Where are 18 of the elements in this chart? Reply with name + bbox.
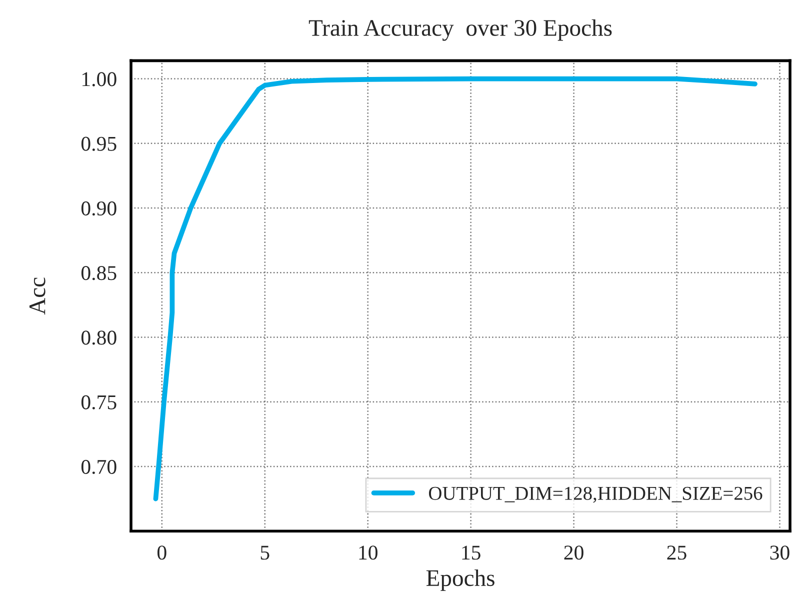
y-tick-label: 0.85 <box>81 266 116 280</box>
y-tick-label: 0.75 <box>81 395 116 410</box>
chart-title: Train Accuracy over 30 Epochs <box>308 19 612 41</box>
x-axis-title: Epochs <box>426 569 494 591</box>
x-tick-label: 15 <box>462 546 480 560</box>
y-tick-label: 1.00 <box>82 72 116 86</box>
x-tick-label: 10 <box>359 546 378 560</box>
x-tick-label: 20 <box>564 546 584 560</box>
y-tick-label: 0.90 <box>81 201 116 216</box>
x-tick-label: 5 <box>260 546 270 560</box>
x-tick-label: 30 <box>770 546 790 560</box>
y-tick-label: 0.70 <box>81 460 116 474</box>
legend-label: OUTPUT_DIM=128,HIDDEN_SIZE=256 <box>428 486 762 503</box>
x-tick-label: 0 <box>157 546 166 560</box>
y-tick-label: 0.95 <box>81 136 116 151</box>
x-tick-label: 25 <box>667 546 686 560</box>
y-tick-label: 0.80 <box>81 330 116 345</box>
y-axis-title: Acc <box>29 278 46 315</box>
